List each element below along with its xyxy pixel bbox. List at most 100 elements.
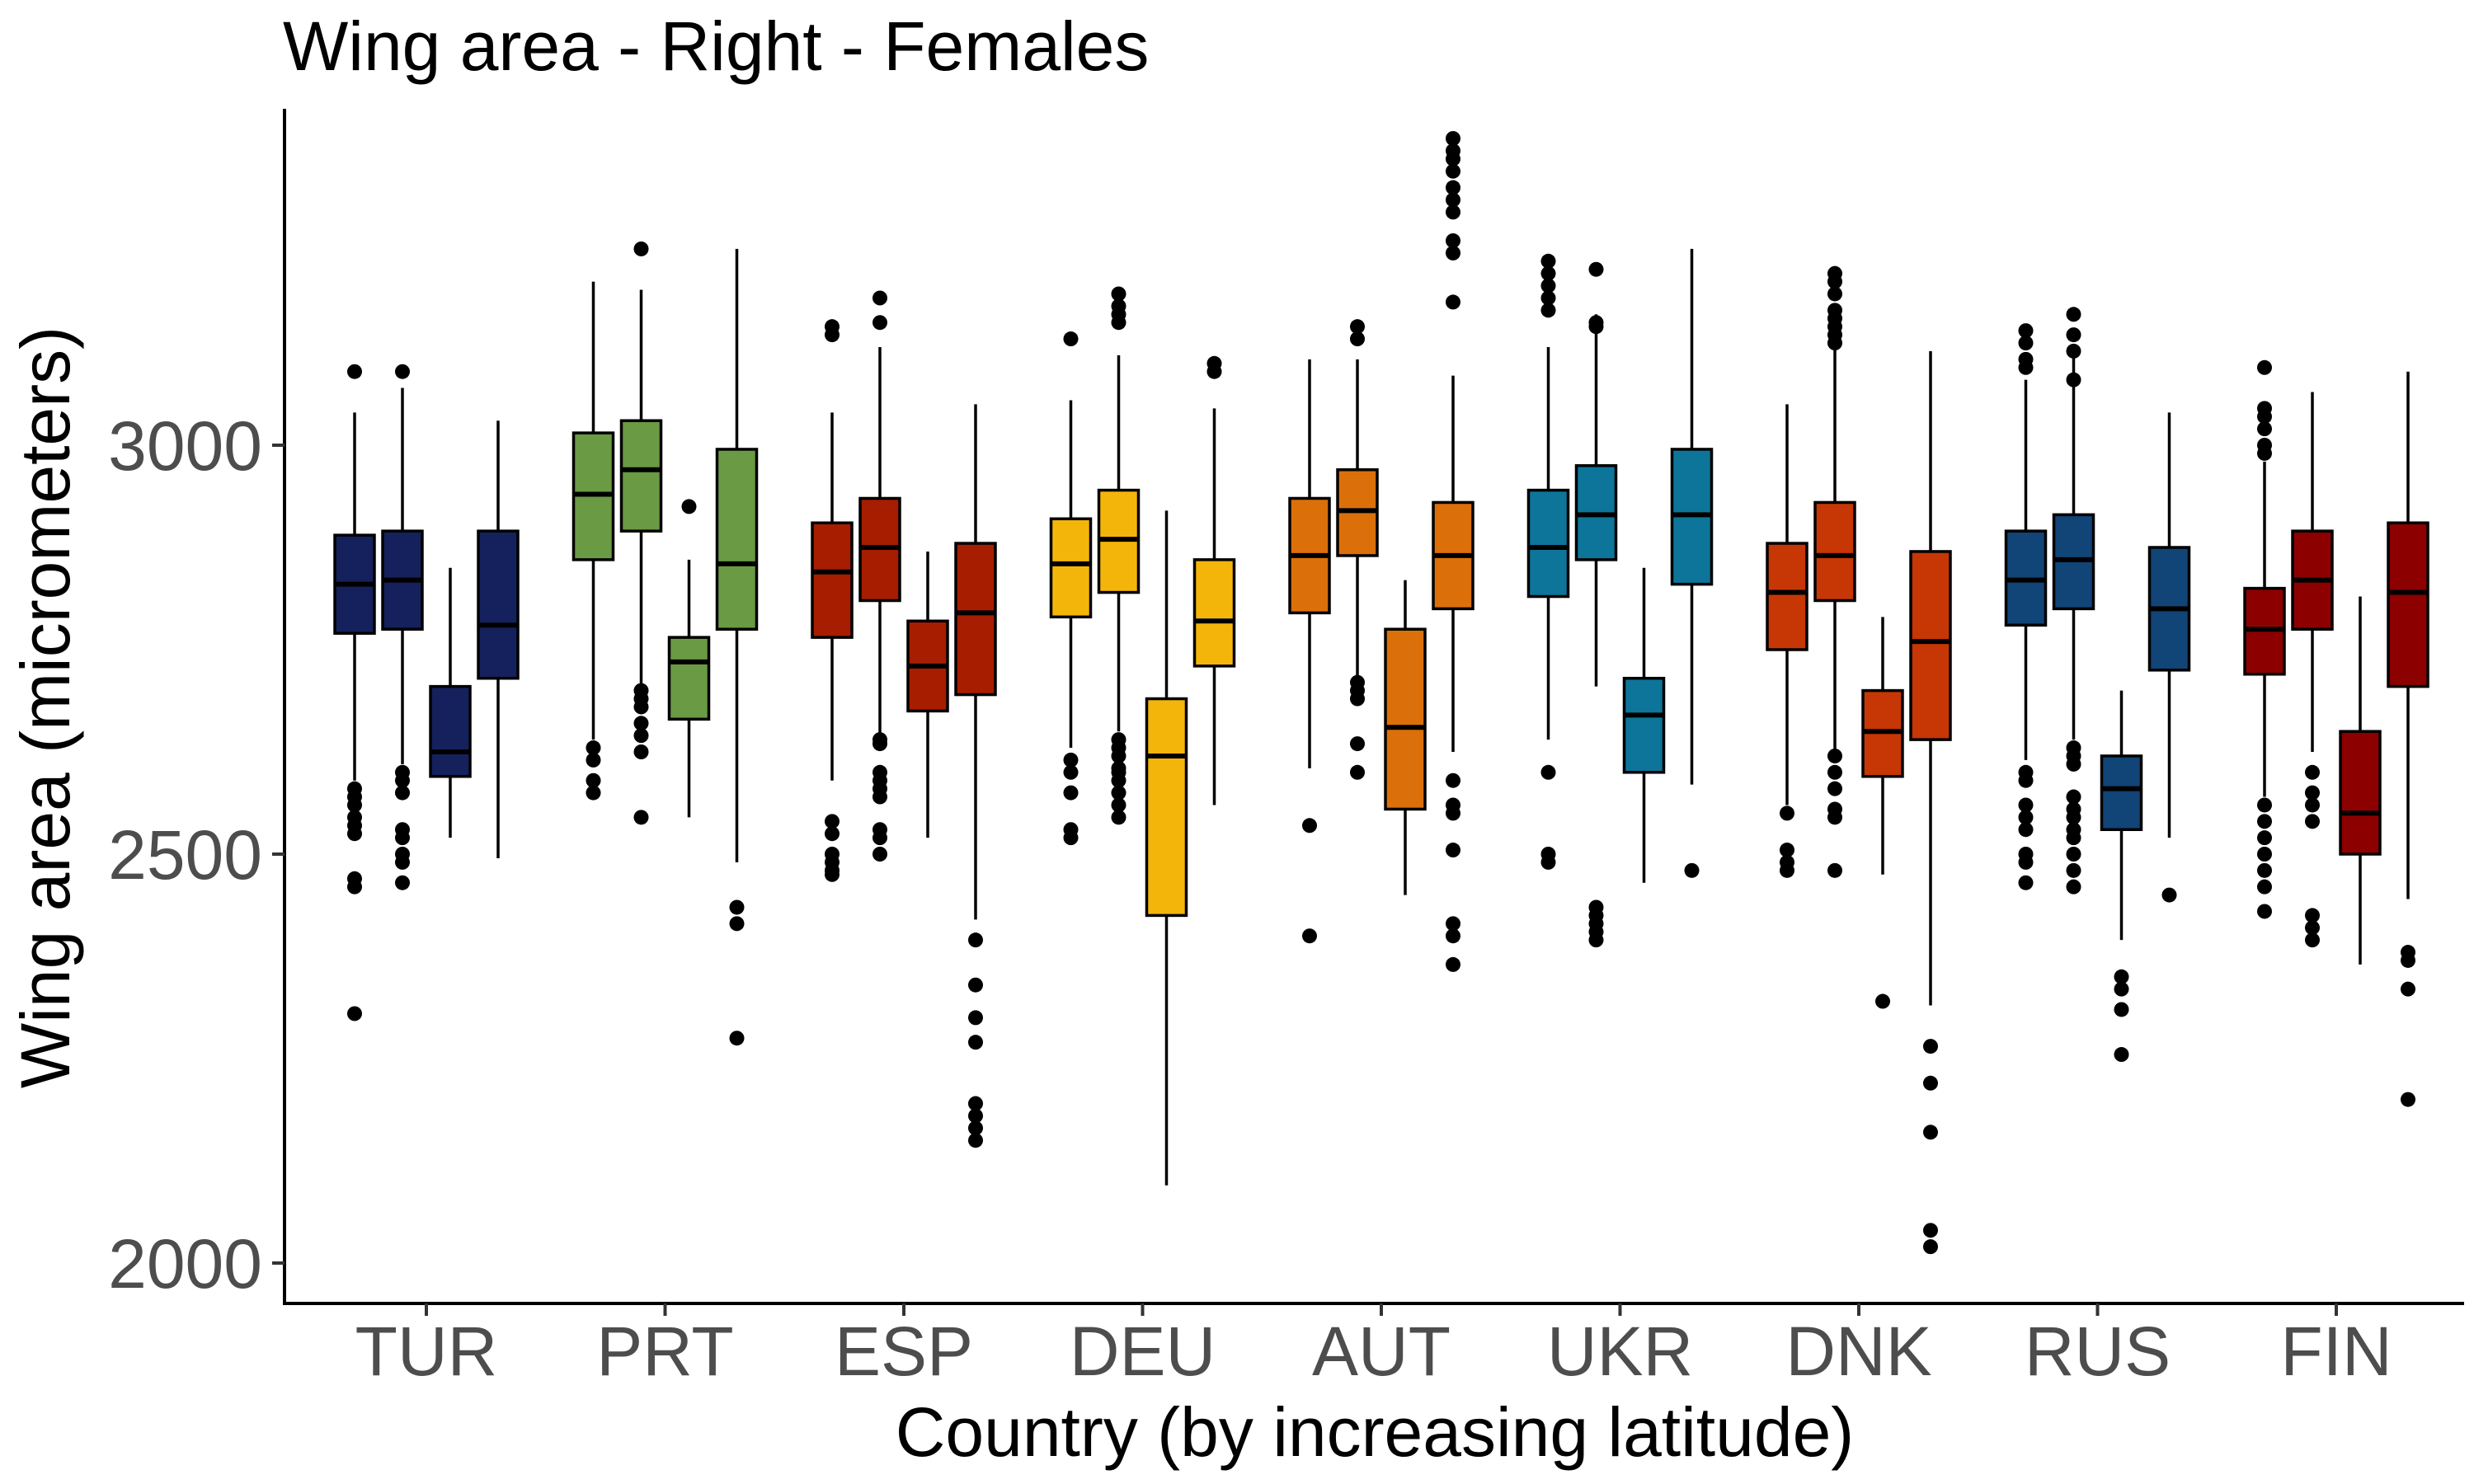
outlier-point — [633, 241, 649, 256]
box — [619, 419, 663, 533]
outlier-point — [825, 814, 840, 829]
outlier-point — [968, 932, 983, 948]
y-axis-ticks: 2000 2500 3000 — [108, 407, 285, 1303]
outlier-point — [2305, 764, 2320, 780]
box — [2100, 754, 2143, 831]
outlier-point — [1350, 691, 1365, 707]
outlier-point — [2018, 810, 2034, 825]
outlier-point — [2401, 1092, 2415, 1107]
outlier-point — [1446, 956, 1460, 972]
outlier-point — [347, 364, 362, 379]
outlier-point — [1540, 265, 1556, 281]
outlier-point — [2257, 359, 2272, 375]
outlier-point — [347, 826, 362, 842]
outlier-point — [2305, 797, 2320, 813]
outlier-point — [2305, 785, 2320, 801]
outlier-point — [1923, 1039, 1938, 1054]
outlier-point — [1111, 748, 1126, 763]
outlier-point — [872, 315, 887, 331]
outlier-point — [729, 1031, 745, 1046]
outlier-point — [1446, 151, 1460, 167]
outlier-point — [1446, 233, 1460, 248]
outlier-point — [968, 1133, 983, 1148]
outlier-point — [1302, 818, 1317, 834]
plot-area — [333, 131, 2429, 1255]
outlier-point — [1111, 810, 1126, 825]
outlier-point — [1923, 1239, 1938, 1255]
outlier-point — [872, 789, 887, 805]
box — [1813, 500, 1856, 603]
outlier-point — [1446, 204, 1460, 220]
outlier-point — [1923, 1075, 1938, 1091]
outlier-point — [1827, 764, 1842, 780]
outlier-point — [2066, 789, 2081, 805]
outlier-point — [633, 699, 649, 715]
outlier-point — [2114, 1047, 2129, 1063]
outlier-point — [681, 499, 697, 514]
outlier-point — [1540, 764, 1556, 780]
outlier-point — [1684, 862, 1700, 878]
outlier-point — [2114, 1002, 2129, 1017]
outlier-point — [1446, 294, 1460, 310]
outlier-point — [2066, 879, 2081, 895]
box — [477, 529, 520, 680]
outlier-point — [825, 866, 840, 882]
outlier-point — [2161, 887, 2177, 903]
outlier-point — [2066, 810, 2081, 825]
outlier-point — [1446, 131, 1460, 146]
box — [1145, 697, 1188, 918]
outlier-point — [2257, 830, 2272, 846]
x-tick-label: TUR — [355, 1313, 498, 1390]
outlier-point — [1923, 1223, 1938, 1238]
outlier-point — [825, 327, 840, 343]
x-tick-label: AUT — [1312, 1313, 1451, 1390]
x-axis-title: Country (by increasing latitude) — [896, 1393, 1855, 1471]
outlier-point — [872, 830, 887, 846]
outlier-point — [1446, 163, 1460, 179]
outlier-point — [1446, 192, 1460, 208]
outlier-point — [395, 773, 410, 788]
outlier-point — [1780, 862, 1794, 878]
outlier-point — [1063, 752, 1079, 768]
x-tick-label: DNK — [1785, 1313, 1931, 1390]
outlier-point — [2305, 908, 2320, 923]
outlier-point — [2018, 875, 2034, 890]
outlier-point — [1827, 274, 1842, 289]
outlier-point — [1540, 854, 1556, 870]
x-tick-label: RUS — [2025, 1313, 2171, 1390]
outlier-point — [2018, 822, 2034, 838]
outlier-point — [1827, 336, 1842, 350]
outlier-point — [2305, 920, 2320, 936]
outlier-point — [1540, 290, 1556, 306]
outlier-point — [347, 879, 362, 895]
outlier-point — [1827, 862, 1842, 878]
outlier-point — [1540, 253, 1556, 269]
outlier-point — [2066, 830, 2081, 846]
outlier-point — [2066, 372, 2081, 387]
outlier-point — [2018, 773, 2034, 788]
outlier-point — [2257, 904, 2272, 919]
outlier-point — [2257, 409, 2272, 425]
chart-title: Wing area - Right - Females — [283, 7, 1149, 85]
y-tick-label: 2000 — [108, 1225, 262, 1303]
outlier-point — [395, 785, 410, 801]
outlier-point — [2066, 862, 2081, 878]
outlier-point — [968, 1108, 983, 1124]
outlier-point — [729, 916, 745, 932]
y-axis-title: Wing area (micrometers) — [7, 326, 84, 1088]
outlier-point — [2114, 969, 2129, 984]
outlier-point — [2305, 932, 2320, 948]
outlier-point — [395, 875, 410, 890]
outlier-point — [1827, 810, 1842, 825]
y-tick-label: 3000 — [108, 407, 262, 485]
outlier-point — [395, 830, 410, 846]
outlier-point — [1302, 928, 1317, 944]
outlier-point — [1063, 331, 1079, 347]
outlier-point — [1350, 764, 1365, 780]
outlier-point — [2018, 323, 2034, 339]
box — [1384, 627, 1427, 811]
outlier-point — [2257, 421, 2272, 437]
outlier-point — [1588, 319, 1604, 335]
outlier-point — [1063, 764, 1079, 780]
outlier-point — [2066, 847, 2081, 862]
